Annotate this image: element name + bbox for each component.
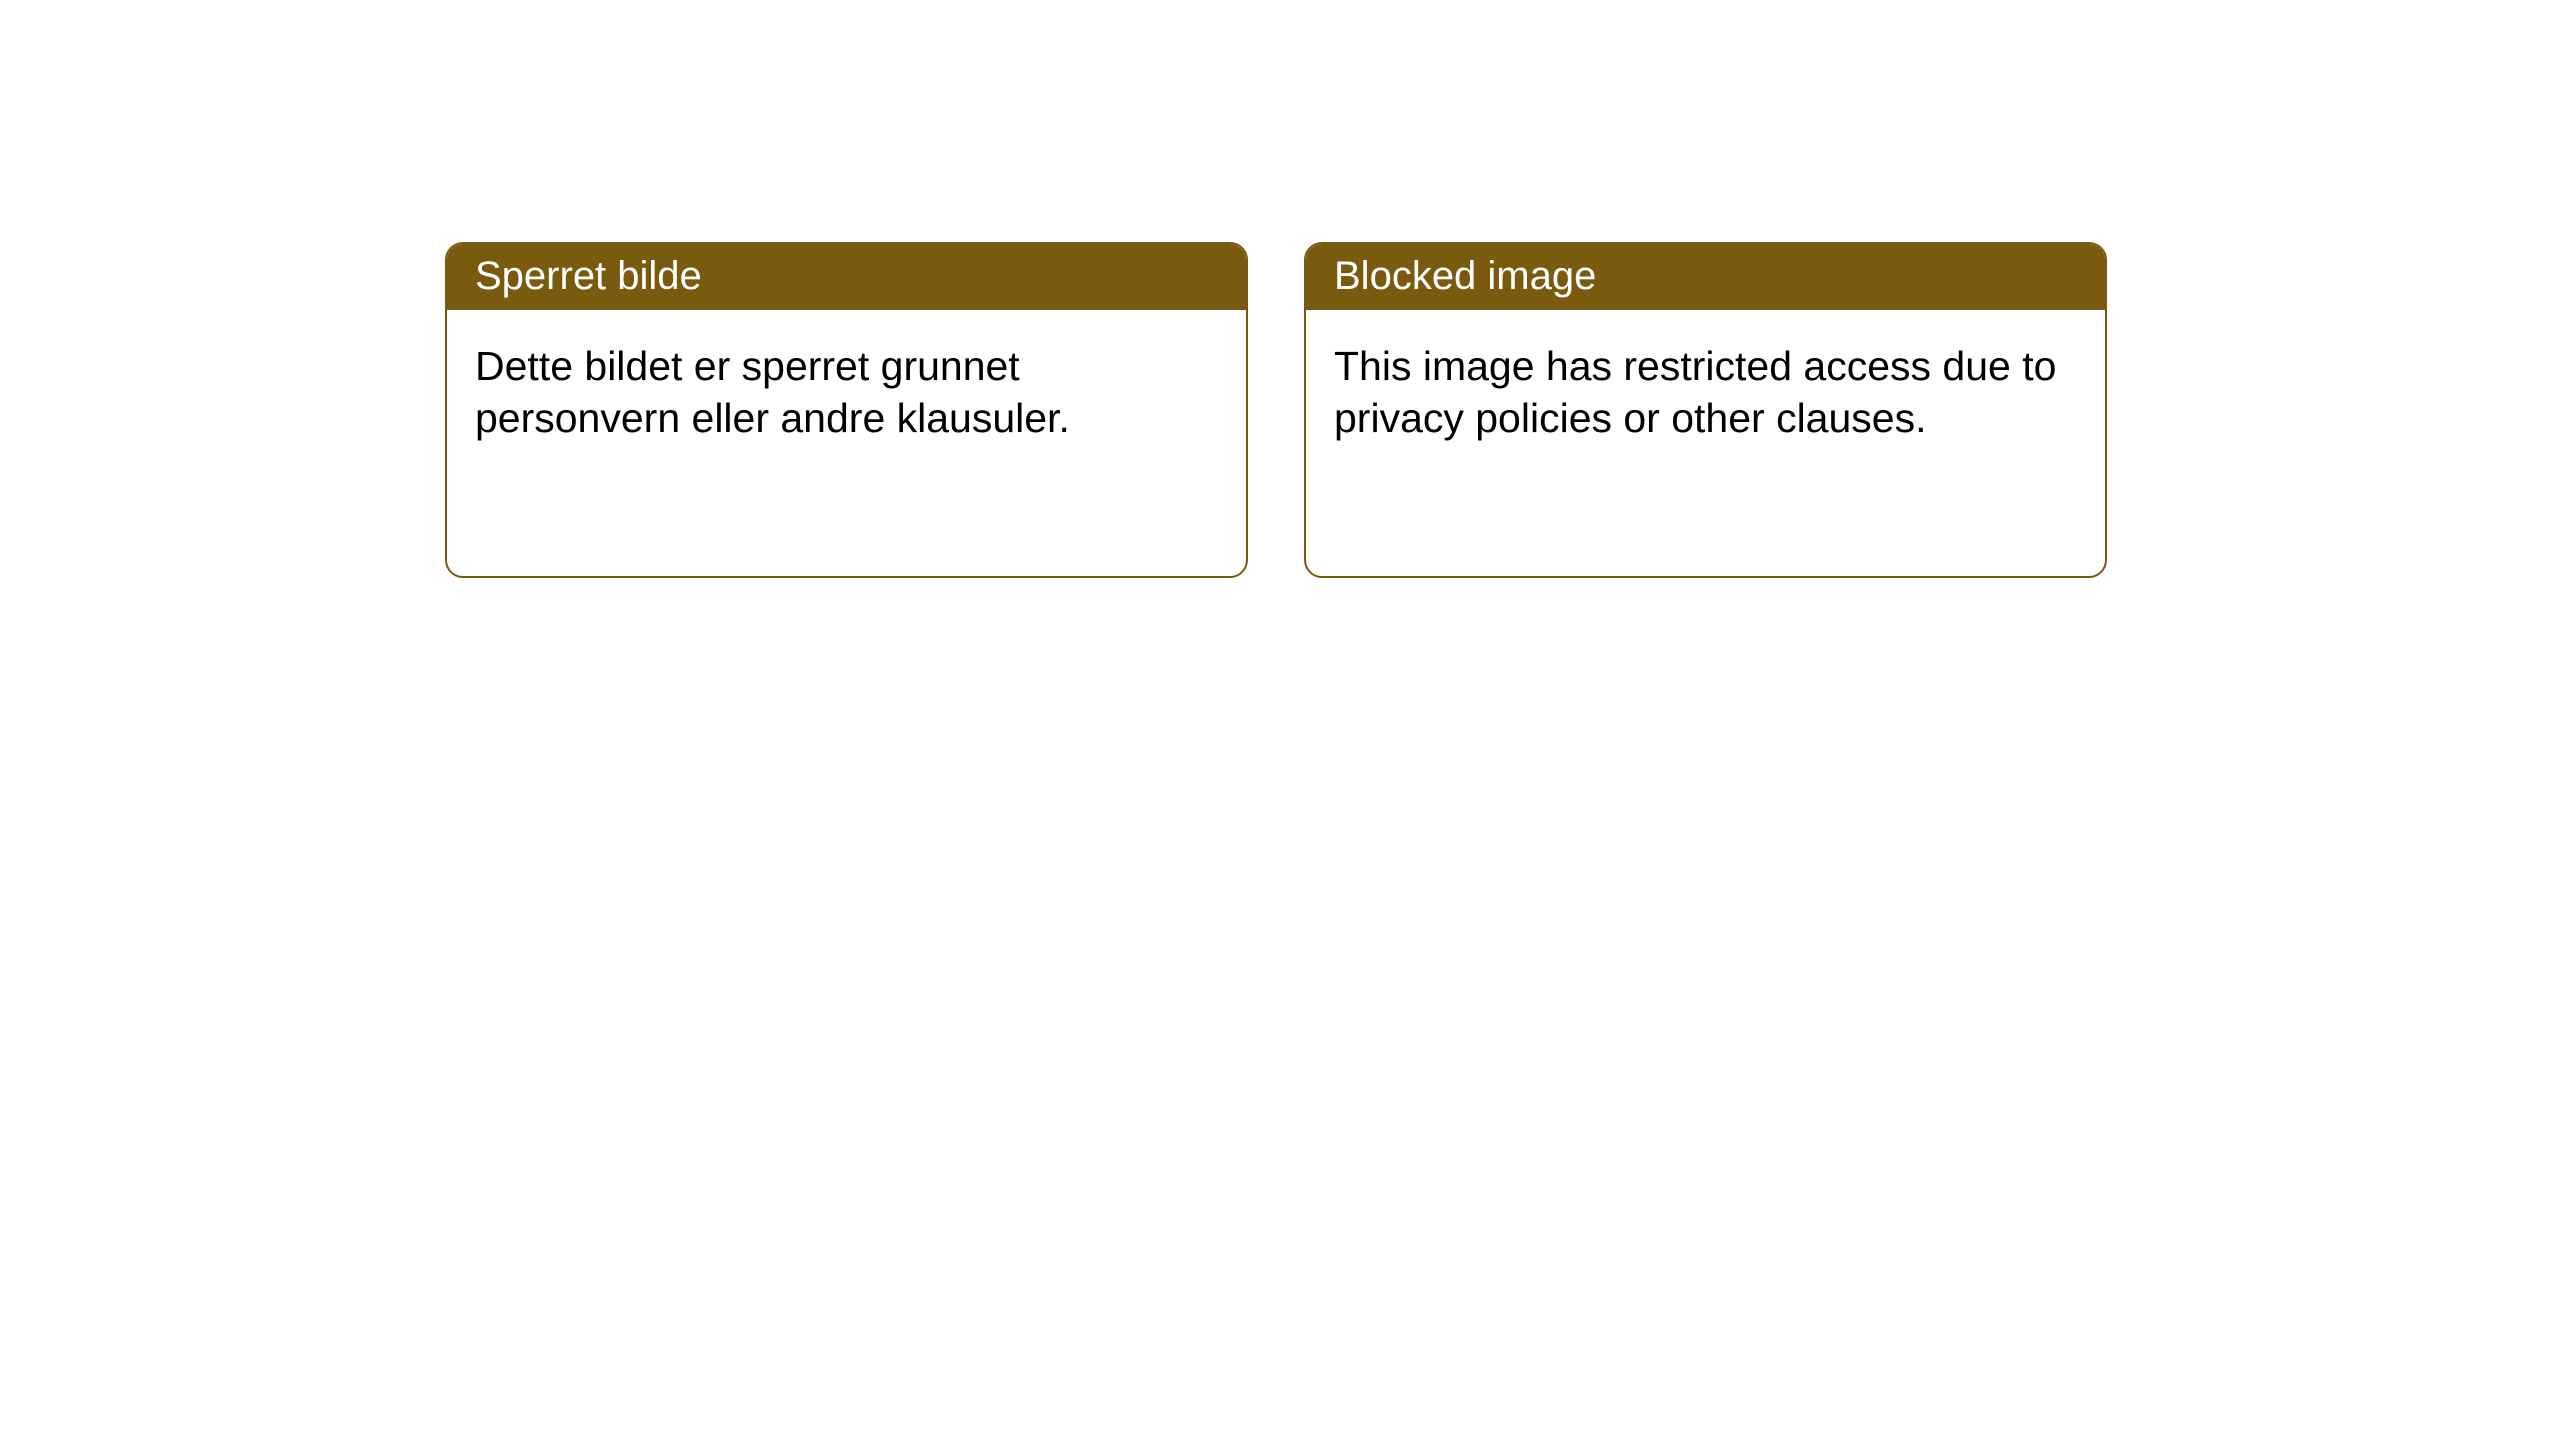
- notice-card-norwegian: Sperret bilde Dette bildet er sperret gr…: [445, 242, 1248, 578]
- notice-card-text: Dette bildet er sperret grunnet personve…: [475, 340, 1218, 445]
- notice-card-body: This image has restricted access due to …: [1306, 310, 2105, 475]
- notice-card-body: Dette bildet er sperret grunnet personve…: [447, 310, 1246, 475]
- notice-card-english: Blocked image This image has restricted …: [1304, 242, 2107, 578]
- notice-container: Sperret bilde Dette bildet er sperret gr…: [0, 0, 2560, 578]
- notice-card-title: Blocked image: [1306, 244, 2105, 310]
- notice-card-text: This image has restricted access due to …: [1334, 340, 2077, 445]
- notice-card-title: Sperret bilde: [447, 244, 1246, 310]
